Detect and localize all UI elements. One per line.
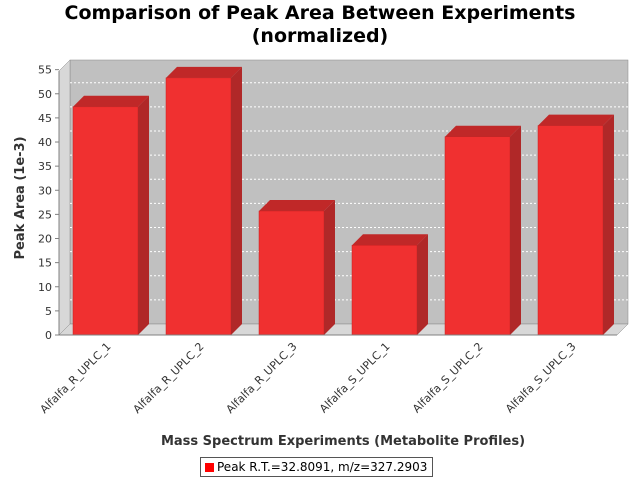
legend-label: Peak R.T.=32.8091, m/z=327.2903 [217,460,428,474]
legend: Peak R.T.=32.8091, m/z=327.2903 [200,457,434,477]
bar-top [166,66,242,78]
bar [72,95,149,336]
y-tick-label: 50 [38,88,52,101]
y-tick-label: 45 [38,112,52,125]
bar-side [417,234,428,335]
bar [444,125,521,336]
bar-front [258,210,325,336]
x-tick-label: Alfalfa_S_UPLC_3 [503,340,579,416]
plot-left-wall [58,59,71,336]
bar-side [510,125,521,335]
chart-title-line-2: (normalized) [251,25,389,47]
bar-front [72,106,139,336]
bar-top [73,95,149,107]
y-tick-label: 25 [38,208,52,221]
bar-front [351,245,418,336]
bar-top [352,234,428,246]
bar [165,66,242,336]
x-tick-label: Alfalfa_R_UPLC_2 [131,340,207,416]
bar-top [259,200,335,212]
y-tick-label: 15 [38,257,52,270]
x-tick-label: Alfalfa_R_UPLC_3 [224,340,300,416]
y-tick-label: 10 [38,281,52,294]
bar-side [324,200,335,335]
bar [351,234,428,336]
bar-top [538,114,614,126]
y-axis: 0 5 10 15 20 25 30 35 40 45 50 55 [38,64,60,342]
bar [258,200,335,336]
bar-side [138,95,149,335]
bar-front [444,136,511,336]
y-tick-label: 5 [45,305,52,318]
bar [537,114,614,336]
y-tick-label: 0 [45,329,52,342]
chart-title-line-1: Comparison of Peak Area Between Experime… [64,2,576,24]
x-axis-label: Mass Spectrum Experiments (Metabolite Pr… [161,434,525,449]
y-tick-label: 30 [38,184,52,197]
bar-front [537,125,604,336]
y-axis-label: Peak Area (1e-3) [13,136,28,259]
x-tick-label: Alfalfa_S_UPLC_1 [317,340,393,416]
grid-lines [70,58,628,301]
plot-back-wall [69,59,629,325]
bar-side [231,66,242,335]
y-tick-label: 55 [38,64,52,77]
y-tick-label: 40 [38,136,52,149]
x-tick-label: Alfalfa_R_UPLC_1 [38,340,114,416]
y-tick-label: 35 [38,160,52,173]
bar-front [165,77,232,336]
x-axis: Alfalfa_R_UPLC_1 Alfalfa_R_UPLC_2 Alfalfa_… [38,334,617,416]
y-tick-label: 20 [38,233,52,246]
x-tick-label: Alfalfa_S_UPLC_2 [410,340,486,416]
bar-side [603,114,614,335]
chart-title: Comparison of Peak Area Between Experime… [0,2,640,48]
bar-top [445,125,521,137]
legend-swatch [205,463,214,472]
